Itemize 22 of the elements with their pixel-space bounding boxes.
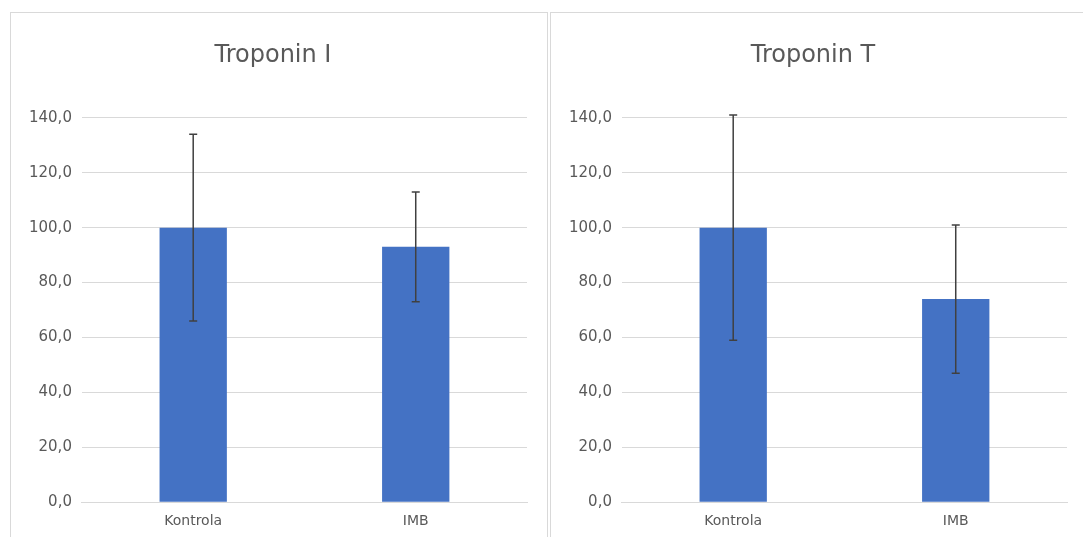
y-tick-label: 120,0: [568, 162, 612, 181]
y-tick-label: 140,0: [568, 107, 612, 126]
y-tick-label: 60,0: [578, 327, 612, 346]
x-tick-label: Kontrola: [704, 512, 763, 529]
y-tick-label: 60,0: [38, 327, 72, 346]
y-tick-label: 20,0: [578, 437, 612, 456]
y-tick-label: 100,0: [28, 217, 72, 236]
y-tick-label: 0,0: [48, 492, 72, 511]
y-tick-label: 40,0: [38, 382, 72, 401]
y-tick-label: 80,0: [38, 272, 72, 291]
chart-title: Troponin I: [213, 39, 332, 68]
x-tick-label: Kontrola: [164, 512, 223, 529]
chart-title: Troponin T: [749, 39, 876, 68]
y-tick-label: 140,0: [28, 107, 72, 126]
y-tick-label: 120,0: [28, 162, 72, 181]
y-tick-label: 80,0: [578, 272, 612, 291]
y-tick-label: 20,0: [38, 437, 72, 456]
y-tick-label: 40,0: [578, 382, 612, 401]
x-tick-label: IMB: [942, 512, 969, 529]
x-tick-label: IMB: [402, 512, 429, 529]
y-tick-label: 100,0: [568, 217, 612, 236]
y-tick-label: 0,0: [588, 492, 612, 511]
